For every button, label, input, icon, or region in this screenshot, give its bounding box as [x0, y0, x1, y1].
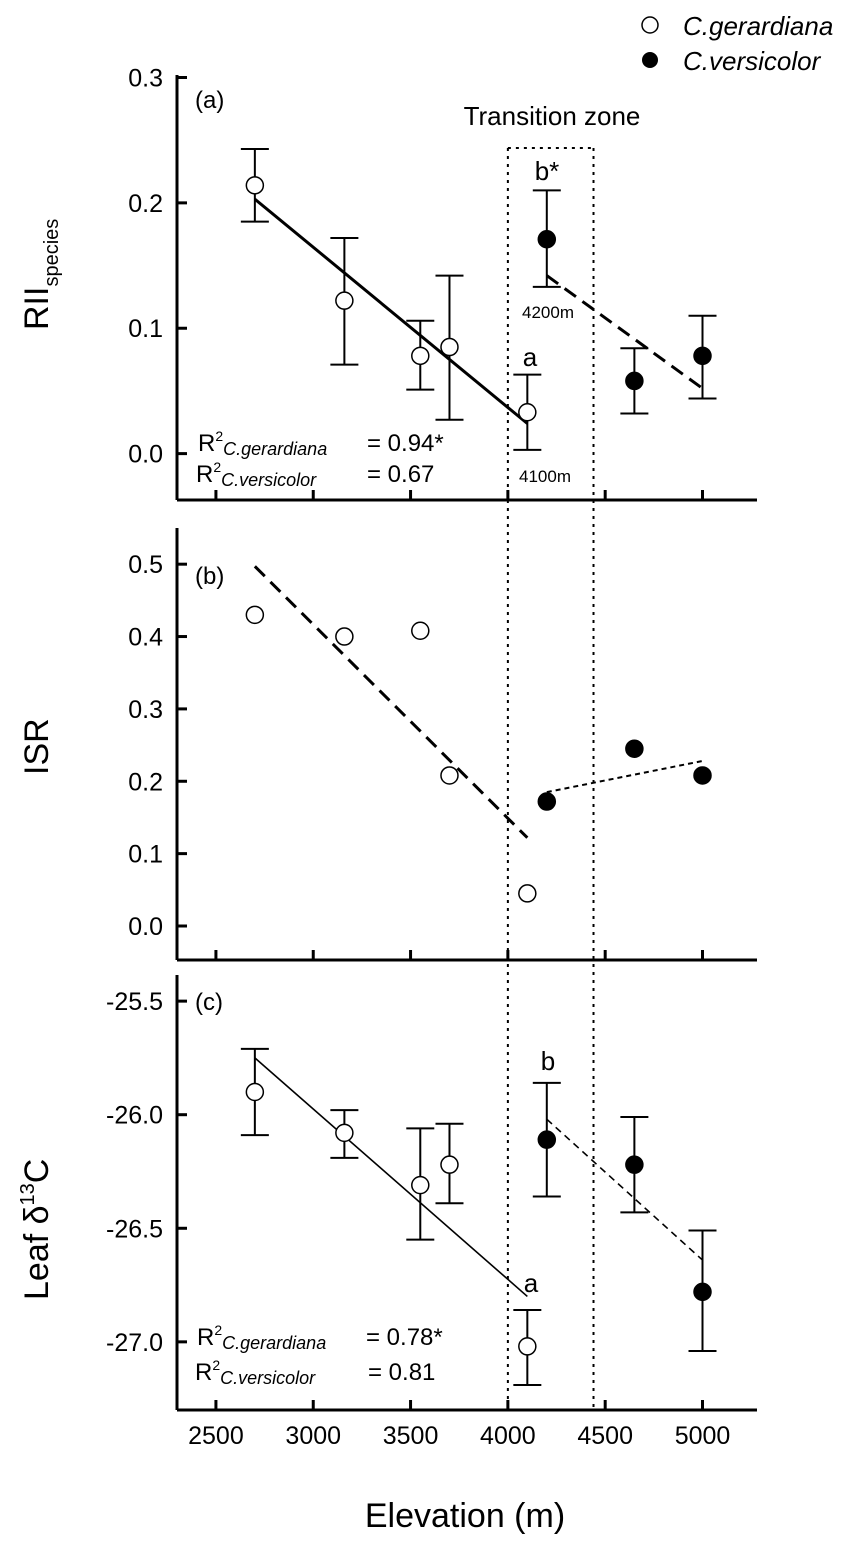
y-tick-label: 0.2	[128, 190, 163, 218]
y-tick-label: -26.5	[106, 1215, 163, 1243]
y-tick-label: -26.0	[106, 1102, 163, 1130]
legend-open-circle-icon	[641, 16, 659, 34]
data-point-C-versicolor	[693, 346, 712, 366]
data-point-C-gerardiana	[245, 1082, 265, 1102]
panel-a: 0.0 0.1 0.2 0.3	[128, 65, 757, 502]
data-point-C-versicolor	[693, 766, 712, 785]
letter-a-c: a	[524, 1268, 539, 1298]
elevation-4200m: 4200m	[522, 303, 574, 322]
svg-text:R2C.versicolor: R2C.versicolor	[195, 1357, 316, 1388]
fit-line-C-versicolor	[545, 274, 704, 390]
data-point-C-versicolor	[625, 1155, 644, 1174]
data-point-C-versicolor	[537, 1130, 557, 1149]
fit-line-C-gerardiana	[254, 1057, 528, 1298]
data-point-C-versicolor	[537, 229, 557, 249]
y-tick-label: -25.5	[106, 988, 163, 1016]
y-tick-label: 0.1	[128, 315, 163, 343]
panel-c-label: (c)	[195, 989, 223, 1016]
fit-line-C-versicolor	[546, 1118, 704, 1261]
svg-text:= 0.67: = 0.67	[367, 461, 434, 488]
panel-a-label: (a)	[195, 87, 224, 114]
transition-zone-label: Transition zone	[464, 101, 641, 131]
x-tick-label: 4500	[577, 1422, 633, 1450]
svg-text:= 0.94*: = 0.94*	[367, 430, 444, 457]
data-point-C-gerardiana	[411, 1175, 430, 1195]
data-point-C-versicolor	[625, 371, 644, 391]
data-point-C-gerardiana	[411, 346, 430, 366]
data-point-C-gerardiana	[411, 621, 430, 641]
fit-line-C-gerardiana	[253, 197, 529, 425]
data-point-C-gerardiana	[335, 1123, 354, 1143]
svg-text:R2C.gerardiana: R2C.gerardiana	[197, 1322, 326, 1353]
x-tick-label: 4000	[480, 1422, 536, 1450]
y-tick-label: 0.3	[128, 696, 163, 724]
r2-annotation-c: R2C.gerardiana = 0.78* R2C.versicolor = …	[195, 1322, 443, 1388]
data-point-C-gerardiana	[245, 605, 265, 625]
elevation-4100m: 4100m	[519, 467, 571, 486]
y-tick-label: 0.0	[128, 441, 163, 469]
svg-text:R2C.gerardiana: R2C.gerardiana	[198, 428, 327, 459]
data-point-C-gerardiana	[518, 884, 537, 903]
legend: C.gerardiana C.versicolor	[641, 11, 833, 76]
svg-text:= 0.78*: = 0.78*	[366, 1324, 443, 1351]
legend-filled-circle-icon	[642, 52, 658, 68]
data-point-C-gerardiana	[335, 627, 354, 646]
x-tick-label: 3000	[285, 1422, 341, 1450]
y-axis-label-c: Leaf δ13C	[17, 1159, 56, 1300]
x-axis-label: Elevation (m)	[365, 1497, 565, 1535]
y-axis-label-b: ISR	[18, 718, 56, 775]
y-tick-label: 0.0	[128, 913, 163, 941]
letter-a: a	[523, 342, 538, 372]
y-tick-label: 0.1	[128, 841, 163, 869]
svg-text:R2C.versicolor: R2C.versicolor	[196, 459, 317, 490]
legend-label-gerardiana: C.gerardiana	[683, 11, 833, 41]
letter-b-star: b*	[535, 156, 560, 186]
y-tick-label: 0.4	[128, 624, 163, 652]
r2-annotation-a: R2C.gerardiana = 0.94* R2C.versicolor = …	[196, 428, 444, 490]
y-tick-label: 0.3	[128, 65, 163, 93]
data-point-C-versicolor	[537, 792, 557, 811]
svg-text:= 0.81: = 0.81	[368, 1359, 435, 1386]
x-tick-label: 5000	[675, 1422, 731, 1450]
panel-b: 0.0 0.1 0.2 0.3 0.4 0.5	[128, 528, 757, 962]
y-tick-label: 0.5	[128, 551, 163, 579]
data-point-C-versicolor	[625, 739, 644, 758]
y-tick-label: -27.0	[106, 1329, 163, 1357]
fit-line-C-versicolor	[546, 760, 703, 794]
data-point-C-gerardiana	[518, 402, 537, 422]
x-tick-label: 3500	[383, 1422, 439, 1450]
data-point-C-gerardiana	[440, 337, 459, 357]
letter-b: b	[541, 1046, 555, 1076]
y-tick-label: 0.2	[128, 768, 163, 796]
data-point-C-gerardiana	[335, 291, 354, 310]
data-point-C-gerardiana	[440, 1155, 459, 1174]
y-axis-label-a: RIIspecies	[18, 219, 63, 330]
data-point-C-versicolor	[693, 1282, 712, 1302]
x-tick-label: 2500	[188, 1422, 244, 1450]
data-point-C-gerardiana	[245, 176, 265, 195]
data-point-C-gerardiana	[440, 766, 459, 785]
legend-label-versicolor: C.versicolor	[683, 46, 822, 76]
transition-zone-box	[506, 147, 595, 1410]
panel-c: -25.5 -26.0 -26.5 -27.0 2500 3000 3500 4000 4500…	[106, 975, 757, 1450]
fit-line-C-gerardiana	[253, 565, 529, 839]
data-point-C-gerardiana	[518, 1337, 537, 1356]
panel-b-label: (b)	[195, 563, 224, 590]
